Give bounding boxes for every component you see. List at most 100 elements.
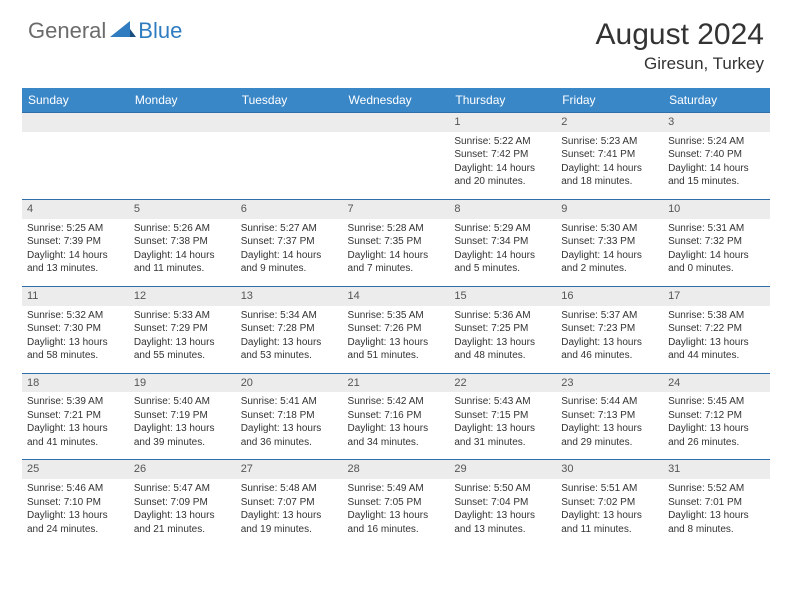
day-body: Sunrise: 5:43 AMSunset: 7:15 PMDaylight:… xyxy=(449,392,556,459)
sunrise-value: 5:36 AM xyxy=(494,310,531,321)
daylight-line: Daylight: 13 hours and 48 minutes. xyxy=(454,336,551,363)
sunrise-line: Sunrise: 5:44 AM xyxy=(561,395,658,409)
daylight-label: Daylight: xyxy=(241,423,283,434)
sunset-value: 7:21 PM xyxy=(64,410,101,421)
sunset-value: 7:02 PM xyxy=(598,497,635,508)
day-cell: 1Sunrise: 5:22 AMSunset: 7:42 PMDaylight… xyxy=(449,113,556,200)
sunrise-line: Sunrise: 5:22 AM xyxy=(454,135,551,149)
weekday-header: Monday xyxy=(129,88,236,113)
week-row: 1Sunrise: 5:22 AMSunset: 7:42 PMDaylight… xyxy=(22,113,770,200)
daylight-label: Daylight: xyxy=(348,250,390,261)
daylight-line: Daylight: 14 hours and 5 minutes. xyxy=(454,249,551,276)
sunset-label: Sunset: xyxy=(27,497,64,508)
sunrise-value: 5:42 AM xyxy=(387,396,424,407)
day-body: Sunrise: 5:52 AMSunset: 7:01 PMDaylight:… xyxy=(663,479,770,546)
daylight-line: Daylight: 13 hours and 29 minutes. xyxy=(561,422,658,449)
day-body: Sunrise: 5:26 AMSunset: 7:38 PMDaylight:… xyxy=(129,219,236,286)
sunrise-label: Sunrise: xyxy=(27,223,66,234)
sunset-label: Sunset: xyxy=(454,149,491,160)
day-cell: 23Sunrise: 5:44 AMSunset: 7:13 PMDayligh… xyxy=(556,373,663,460)
logo: General Blue xyxy=(28,18,182,44)
sunrise-label: Sunrise: xyxy=(561,483,600,494)
sunset-label: Sunset: xyxy=(454,497,491,508)
sunset-label: Sunset: xyxy=(27,323,64,334)
day-number: 25 xyxy=(22,460,129,479)
day-number: 9 xyxy=(556,200,663,219)
sunrise-line: Sunrise: 5:38 AM xyxy=(668,309,765,323)
day-cell: 30Sunrise: 5:51 AMSunset: 7:02 PMDayligh… xyxy=(556,460,663,546)
sunrise-value: 5:22 AM xyxy=(494,136,531,147)
empty-day-bar xyxy=(236,113,343,132)
sunset-line: Sunset: 7:33 PM xyxy=(561,235,658,249)
day-number: 20 xyxy=(236,374,343,393)
day-cell: 2Sunrise: 5:23 AMSunset: 7:41 PMDaylight… xyxy=(556,113,663,200)
day-number: 31 xyxy=(663,460,770,479)
day-number: 11 xyxy=(22,287,129,306)
sunrise-value: 5:40 AM xyxy=(173,396,210,407)
daylight-label: Daylight: xyxy=(561,337,603,348)
daylight-line: Daylight: 13 hours and 36 minutes. xyxy=(241,422,338,449)
sunset-value: 7:07 PM xyxy=(277,497,314,508)
sunrise-line: Sunrise: 5:50 AM xyxy=(454,482,551,496)
sunset-value: 7:29 PM xyxy=(171,323,208,334)
day-cell: 20Sunrise: 5:41 AMSunset: 7:18 PMDayligh… xyxy=(236,373,343,460)
day-cell: 3Sunrise: 5:24 AMSunset: 7:40 PMDaylight… xyxy=(663,113,770,200)
sunrise-label: Sunrise: xyxy=(668,310,707,321)
day-number: 3 xyxy=(663,113,770,132)
sunrise-value: 5:50 AM xyxy=(494,483,531,494)
day-cell: 27Sunrise: 5:48 AMSunset: 7:07 PMDayligh… xyxy=(236,460,343,546)
sunrise-label: Sunrise: xyxy=(561,396,600,407)
day-body: Sunrise: 5:46 AMSunset: 7:10 PMDaylight:… xyxy=(22,479,129,546)
sunrise-value: 5:37 AM xyxy=(601,310,638,321)
sunrise-value: 5:23 AM xyxy=(601,136,638,147)
sunset-value: 7:37 PM xyxy=(277,236,314,247)
day-number: 2 xyxy=(556,113,663,132)
sunset-label: Sunset: xyxy=(561,149,598,160)
day-body-empty xyxy=(236,132,343,194)
sunset-label: Sunset: xyxy=(561,236,598,247)
sunrise-line: Sunrise: 5:46 AM xyxy=(27,482,124,496)
sunrise-label: Sunrise: xyxy=(668,396,707,407)
day-body: Sunrise: 5:51 AMSunset: 7:02 PMDaylight:… xyxy=(556,479,663,546)
sunset-line: Sunset: 7:29 PM xyxy=(134,322,231,336)
daylight-label: Daylight: xyxy=(454,423,496,434)
day-number: 14 xyxy=(343,287,450,306)
sunset-line: Sunset: 7:37 PM xyxy=(241,235,338,249)
sunset-line: Sunset: 7:38 PM xyxy=(134,235,231,249)
sunrise-line: Sunrise: 5:34 AM xyxy=(241,309,338,323)
daylight-line: Daylight: 13 hours and 51 minutes. xyxy=(348,336,445,363)
sunrise-label: Sunrise: xyxy=(348,396,387,407)
weekday-header: Sunday xyxy=(22,88,129,113)
sunrise-label: Sunrise: xyxy=(348,310,387,321)
daylight-line: Daylight: 13 hours and 53 minutes. xyxy=(241,336,338,363)
day-body: Sunrise: 5:42 AMSunset: 7:16 PMDaylight:… xyxy=(343,392,450,459)
day-body: Sunrise: 5:22 AMSunset: 7:42 PMDaylight:… xyxy=(449,132,556,199)
daylight-line: Daylight: 13 hours and 24 minutes. xyxy=(27,509,124,536)
sunset-value: 7:40 PM xyxy=(705,149,742,160)
day-body: Sunrise: 5:30 AMSunset: 7:33 PMDaylight:… xyxy=(556,219,663,286)
daylight-label: Daylight: xyxy=(454,163,496,174)
sunset-line: Sunset: 7:13 PM xyxy=(561,409,658,423)
daylight-label: Daylight: xyxy=(454,510,496,521)
day-body: Sunrise: 5:27 AMSunset: 7:37 PMDaylight:… xyxy=(236,219,343,286)
sunrise-value: 5:49 AM xyxy=(387,483,424,494)
day-cell: 31Sunrise: 5:52 AMSunset: 7:01 PMDayligh… xyxy=(663,460,770,546)
sunset-line: Sunset: 7:09 PM xyxy=(134,496,231,510)
daylight-label: Daylight: xyxy=(134,510,176,521)
day-body: Sunrise: 5:28 AMSunset: 7:35 PMDaylight:… xyxy=(343,219,450,286)
sunrise-line: Sunrise: 5:39 AM xyxy=(27,395,124,409)
sunrise-label: Sunrise: xyxy=(454,483,493,494)
daylight-label: Daylight: xyxy=(668,337,710,348)
logo-text-general: General xyxy=(28,18,106,44)
sunrise-value: 5:51 AM xyxy=(601,483,638,494)
sunrise-label: Sunrise: xyxy=(454,223,493,234)
sunrise-label: Sunrise: xyxy=(668,483,707,494)
sunset-line: Sunset: 7:18 PM xyxy=(241,409,338,423)
day-body: Sunrise: 5:40 AMSunset: 7:19 PMDaylight:… xyxy=(129,392,236,459)
day-number: 19 xyxy=(129,374,236,393)
day-cell: 24Sunrise: 5:45 AMSunset: 7:12 PMDayligh… xyxy=(663,373,770,460)
day-body: Sunrise: 5:49 AMSunset: 7:05 PMDaylight:… xyxy=(343,479,450,546)
day-cell: 17Sunrise: 5:38 AMSunset: 7:22 PMDayligh… xyxy=(663,286,770,373)
sunrise-line: Sunrise: 5:29 AM xyxy=(454,222,551,236)
sunrise-line: Sunrise: 5:52 AM xyxy=(668,482,765,496)
